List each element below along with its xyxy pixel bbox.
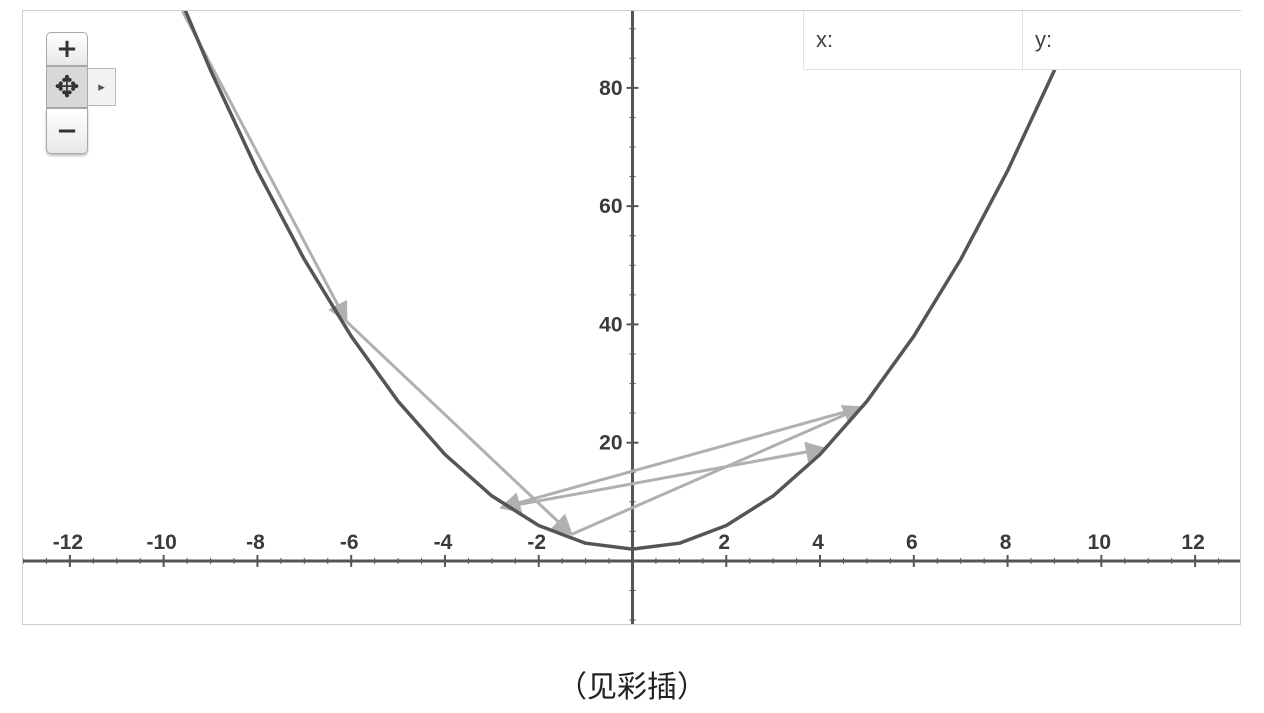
step-arrow <box>570 405 865 536</box>
gradient-step-arrows <box>181 11 865 536</box>
x-tick-label: 4 <box>812 531 824 554</box>
zoom-in-button[interactable]: + <box>46 32 88 66</box>
parabola-line <box>183 11 1066 551</box>
zoom-controls: + ✥ ▸ − <box>46 32 118 156</box>
step-arrow <box>181 11 348 324</box>
plus-icon: + <box>56 34 78 64</box>
axes <box>23 11 1240 624</box>
tick-labels: -12 -10 -8 -6 -4 -2 2 4 6 8 10 12 20 40 60 80 <box>53 77 1205 554</box>
step-arrow <box>499 405 863 513</box>
x-tick-label: -6 <box>340 531 359 554</box>
figure-caption: （见彩插） <box>557 670 707 705</box>
coordinate-readout: x: y: <box>803 11 1241 70</box>
x-tick-label: 2 <box>718 531 730 554</box>
y-tick-label: 60 <box>599 195 622 218</box>
plot-area[interactable]: -12 -10 -8 -6 -4 -2 2 4 6 8 10 12 20 40 60 80 <box>22 10 1241 625</box>
x-tick-label: -12 <box>53 531 83 554</box>
x-tick-label: 10 <box>1088 531 1111 554</box>
x-tick-label: 6 <box>906 531 918 554</box>
x-coordinate-label: x: <box>816 27 834 52</box>
plot-canvas[interactable]: -12 -10 -8 -6 -4 -2 2 4 6 8 10 12 20 40 60 80 <box>23 11 1241 625</box>
y-coordinate-label: y: <box>1035 27 1053 52</box>
x-tick-label: 8 <box>1000 531 1012 554</box>
step-arrow <box>500 441 827 510</box>
function-curve <box>183 11 1066 551</box>
y-tick-label: 40 <box>599 313 622 336</box>
zoom-out-button[interactable]: − <box>46 108 88 154</box>
pan-button[interactable]: ✥ <box>46 66 88 108</box>
y-coordinate-cell: y: <box>1022 11 1241 69</box>
x-coordinate-cell: x: <box>804 11 1022 69</box>
x-tick-label: -2 <box>527 531 546 554</box>
x-tick-label: -4 <box>434 531 453 554</box>
x-tick-label: 12 <box>1181 531 1204 554</box>
y-tick-label: 80 <box>599 77 622 100</box>
minus-icon: − <box>56 116 78 146</box>
move-icon: ✥ <box>54 69 80 105</box>
x-tick-label: -10 <box>146 531 176 554</box>
x-tick-label: -8 <box>246 531 265 554</box>
tick-marks <box>23 28 1220 621</box>
expand-controls-button[interactable]: ▸ <box>88 68 116 106</box>
caret-right-icon: ▸ <box>98 79 105 94</box>
y-tick-label: 20 <box>599 432 622 455</box>
